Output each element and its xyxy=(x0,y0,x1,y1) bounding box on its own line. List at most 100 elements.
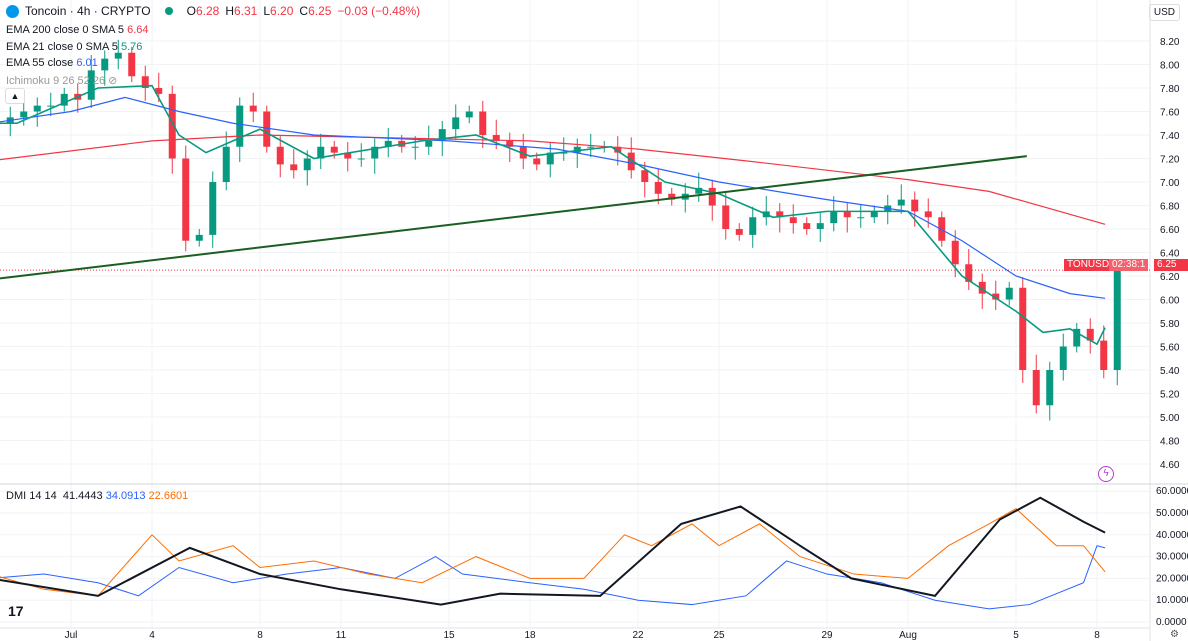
plus-di-line xyxy=(0,545,1106,610)
candle-body xyxy=(1005,287,1013,300)
candle-body xyxy=(236,105,244,147)
price-tick-label: 8.00 xyxy=(1160,61,1180,72)
candle-body xyxy=(411,146,419,148)
time-tick-label: 11 xyxy=(336,630,347,641)
symbol-header: Toncoin · 4h · CRYPTO O6.28 H6.31 L6.20 … xyxy=(6,4,420,18)
ema21-line xyxy=(0,84,1106,346)
price-tick-label: 6.20 xyxy=(1160,272,1180,283)
candle-body xyxy=(114,52,122,59)
candle-body xyxy=(749,217,757,235)
dmi-tick-label: 50.0000 xyxy=(1156,508,1188,519)
ichimoku-legend[interactable]: Ichimoku 9 26 52 26 ⊘ xyxy=(6,74,117,87)
candle-body xyxy=(263,111,271,147)
candle-body xyxy=(776,211,784,218)
time-tick-label: 8 xyxy=(1094,630,1100,641)
dmi-tick-label: 30.0000 xyxy=(1156,552,1188,563)
low-value: 6.20 xyxy=(270,4,294,18)
candle-body xyxy=(533,158,541,165)
candle-body xyxy=(641,170,649,182)
trendline xyxy=(0,155,1027,280)
time-tick-label: 5 xyxy=(1013,630,1019,641)
dmi-label: DMI 14 14 xyxy=(6,490,57,502)
candle-body xyxy=(371,146,379,159)
candle-body xyxy=(1046,370,1054,406)
candle-body xyxy=(438,129,446,141)
ema55-legend[interactable]: EMA 55 close 6.01 xyxy=(6,57,98,69)
ema200-value: 6.64 xyxy=(127,24,149,36)
collapse-legend-button[interactable]: ▲ xyxy=(5,88,25,104)
candle-body xyxy=(249,105,257,112)
candle-body xyxy=(627,152,635,171)
candle-body xyxy=(425,140,433,147)
candle-body xyxy=(101,58,109,71)
candle-body xyxy=(654,182,662,194)
candle-body xyxy=(20,111,28,118)
toncoin-logo-icon xyxy=(6,4,19,18)
candle-body xyxy=(492,135,500,141)
ema21-legend[interactable]: EMA 21 close 0 SMA 5 5.76 xyxy=(6,41,142,53)
candle-body xyxy=(276,146,284,165)
candle-body xyxy=(978,281,986,294)
candle-body xyxy=(155,88,163,94)
ema21-label: EMA 21 close 0 SMA 5 xyxy=(6,41,118,53)
plus-di-value: 34.0913 xyxy=(105,490,146,502)
candle-body xyxy=(722,205,730,229)
candle-body xyxy=(33,105,41,112)
price-tick-label: 5.00 xyxy=(1160,413,1180,424)
candle-body xyxy=(303,158,311,171)
candle-body xyxy=(1059,346,1067,370)
candle-body xyxy=(141,76,149,88)
open-value: 6.28 xyxy=(195,4,220,18)
ema55-label: EMA 55 close xyxy=(6,57,74,69)
price-tick-label: 7.00 xyxy=(1160,178,1180,189)
time-tick-label: 18 xyxy=(524,630,536,641)
candle-body xyxy=(735,229,743,235)
candle-body xyxy=(87,70,95,100)
candle-body xyxy=(222,146,230,182)
settings-gear-icon[interactable]: ⚙ xyxy=(1170,629,1179,640)
candle-body xyxy=(789,217,797,224)
candle-body xyxy=(209,182,217,235)
candle-body xyxy=(60,93,68,106)
candle-body xyxy=(330,146,338,153)
candle-body xyxy=(1019,287,1027,370)
currency-button[interactable]: USD xyxy=(1148,4,1180,21)
candle-body xyxy=(695,187,703,194)
price-tick-label: 4.60 xyxy=(1160,460,1180,471)
candle-body xyxy=(870,211,878,218)
symbol-title[interactable]: Toncoin · 4h · CRYPTO xyxy=(25,4,151,18)
candle-body xyxy=(708,187,716,206)
lightning-icon[interactable]: ϟ xyxy=(1098,466,1114,482)
hidden-eye-icon[interactable]: ⊘ xyxy=(108,75,118,87)
candle-body xyxy=(911,199,919,212)
candle-body xyxy=(465,111,473,118)
candle-body xyxy=(519,146,527,159)
candle-body xyxy=(1073,328,1081,347)
price-change: −0.03 (−0.48%) xyxy=(337,4,421,18)
candle-body xyxy=(1086,328,1094,341)
close-label: C xyxy=(299,4,309,18)
candle-body xyxy=(803,223,811,229)
candle-body xyxy=(843,211,851,218)
high-value: 6.31 xyxy=(233,4,258,18)
ema21-value: 5.76 xyxy=(120,41,143,53)
candle-body xyxy=(452,117,460,130)
price-tick-label: 5.60 xyxy=(1160,343,1180,354)
price-tick-label: 6.60 xyxy=(1160,225,1180,236)
time-tick-label: Aug xyxy=(899,630,917,641)
time-tick-label: 25 xyxy=(713,630,725,641)
time-tick-label: 29 xyxy=(821,630,833,641)
time-tick-label: 8 xyxy=(257,630,263,641)
candle-body xyxy=(357,158,365,160)
dmi-legend[interactable]: DMI 14 14 41.4443 34.0913 22.6601 xyxy=(6,490,188,502)
candle-body xyxy=(560,152,568,154)
ema200-legend[interactable]: EMA 200 close 0 SMA 5 6.64 xyxy=(6,24,149,36)
candle-body xyxy=(965,264,973,282)
candle-body xyxy=(1113,270,1121,370)
minus-di-line xyxy=(0,508,1106,597)
candle-body xyxy=(857,217,865,219)
ema55-line xyxy=(0,96,1106,299)
tradingview-logo[interactable]: 17 xyxy=(8,603,24,619)
dmi-tick-label: 20.0000 xyxy=(1156,573,1188,584)
